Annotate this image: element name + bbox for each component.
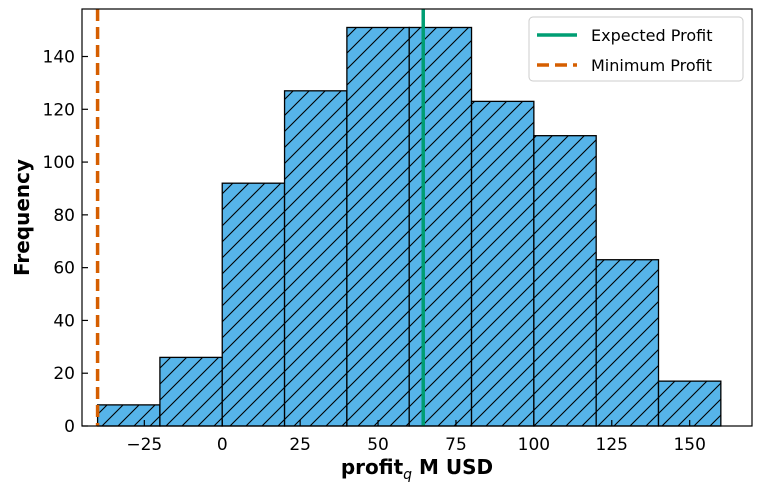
- legend-label: Minimum Profit: [591, 56, 712, 75]
- histogram-bar: [657, 380, 722, 427]
- histogram-bar: [96, 404, 161, 427]
- x-tick-label: 125: [596, 435, 628, 455]
- histogram-bar-hatch: [96, 404, 161, 427]
- y-tick-label: 100: [43, 153, 75, 173]
- y-tick-label: 80: [53, 206, 75, 226]
- reference-lines: [95, 9, 425, 426]
- histogram-bar-hatch: [657, 380, 722, 427]
- histogram-bar-hatch: [470, 100, 535, 427]
- x-axis-label-rest: M USD: [412, 455, 493, 479]
- histogram-bar: [283, 90, 348, 427]
- y-axis-label: Frequency: [10, 159, 34, 276]
- x-tick-label: 25: [289, 435, 311, 455]
- histogram-bar-hatch: [346, 26, 410, 427]
- histogram-bar: [595, 259, 660, 427]
- y-tick-label: 0: [64, 417, 75, 437]
- x-axis-ticks: −25 0 25 50 75 100 125 150: [126, 420, 706, 455]
- x-tick-label: 100: [518, 435, 550, 455]
- x-tick-label: 75: [445, 435, 467, 455]
- histogram-bar-hatch: [159, 356, 223, 427]
- x-tick-label: 50: [367, 435, 389, 455]
- x-tick-label: 150: [673, 435, 705, 455]
- x-tick-label: 0: [217, 435, 228, 455]
- y-tick-label: 60: [53, 259, 75, 279]
- legend-label: Expected Profit: [591, 26, 712, 45]
- legend: Expected Profit Minimum Profit: [528, 16, 744, 82]
- y-tick-label: 140: [43, 48, 75, 68]
- plot-frame: [81, 8, 753, 427]
- y-tick-label: 40: [53, 311, 75, 331]
- x-axis-label: profitq M USD: [341, 455, 493, 483]
- legend-box: [528, 16, 744, 82]
- histogram-bar: [346, 26, 410, 427]
- x-axis-label-main: profit: [341, 455, 404, 479]
- histogram-bar-hatch: [595, 259, 660, 427]
- x-tick-label: −25: [126, 435, 162, 455]
- histogram-bar-hatch: [283, 90, 348, 427]
- y-tick-label: 20: [53, 364, 75, 384]
- x-axis-label-subscript: q: [403, 467, 412, 483]
- histogram-bars: [96, 26, 722, 427]
- histogram-bar-hatch: [221, 182, 286, 427]
- histogram-bar-hatch: [408, 26, 473, 427]
- histogram-bar-hatch: [533, 135, 597, 427]
- y-tick-label: 120: [43, 100, 75, 120]
- histogram-bar: [533, 135, 597, 427]
- histogram-bar: [470, 100, 535, 427]
- histogram-bar: [221, 182, 286, 427]
- histogram-bar: [159, 356, 223, 427]
- y-axis-ticks: 0 20 40 60 80 100 120 140: [43, 48, 88, 437]
- histogram-bar: [408, 26, 473, 427]
